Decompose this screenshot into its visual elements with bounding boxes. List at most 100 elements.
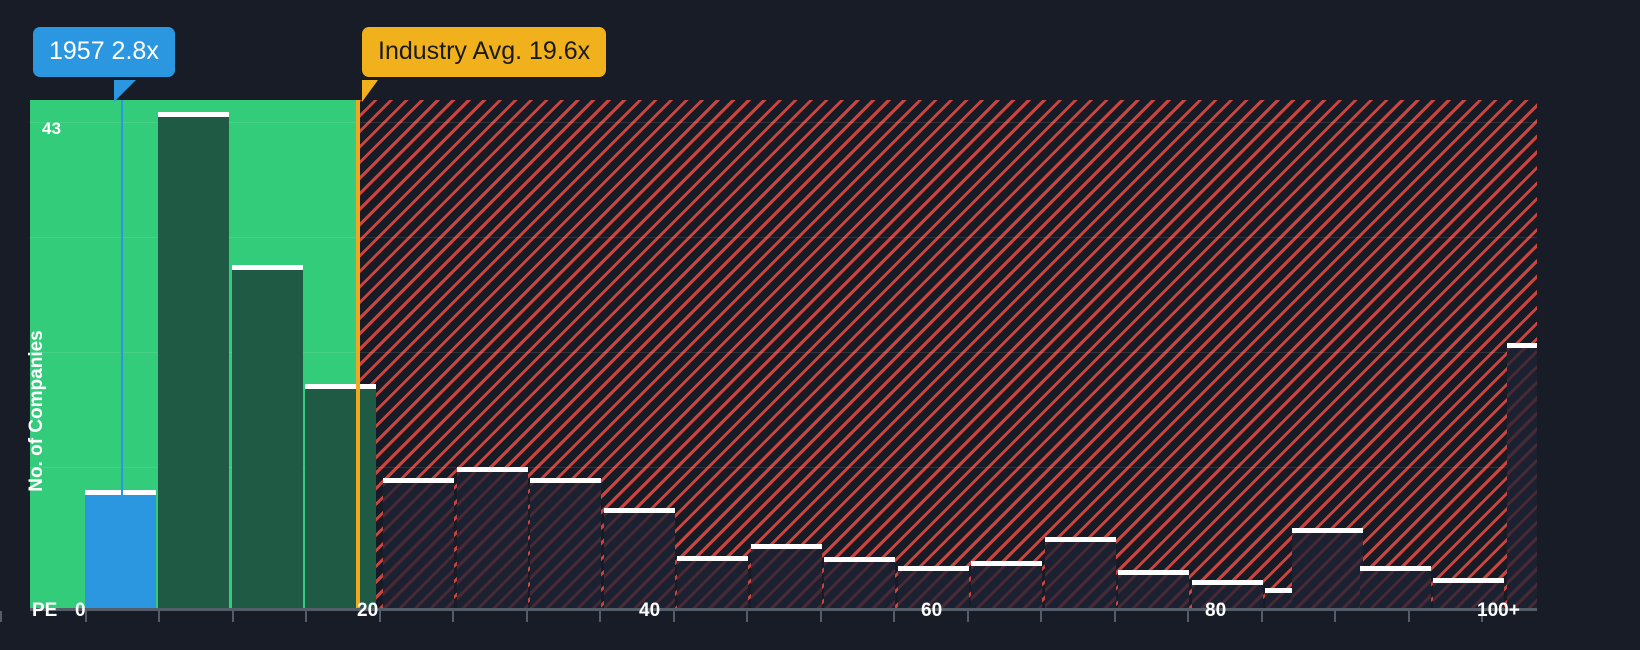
region-above-industry-average bbox=[358, 100, 1537, 608]
bar-body bbox=[971, 566, 1042, 608]
bar-cap bbox=[1433, 578, 1504, 583]
bar-90-95[interactable] bbox=[1360, 566, 1431, 608]
bar-15-20[interactable] bbox=[305, 384, 376, 608]
y-axis-title: No. of Companies bbox=[26, 330, 47, 492]
bar-cap bbox=[530, 478, 601, 483]
bar-55-60[interactable] bbox=[898, 566, 969, 608]
x-tick-30 bbox=[526, 611, 528, 622]
x-tick-45 bbox=[746, 611, 748, 622]
x-tick-label-0: 0 bbox=[75, 600, 86, 621]
x-tick-label-80: 80 bbox=[1205, 600, 1227, 621]
bar-body bbox=[1360, 571, 1431, 608]
bar-75-80[interactable] bbox=[1192, 580, 1263, 608]
x-tick-0 bbox=[85, 611, 87, 622]
x-tick-90 bbox=[1408, 611, 1410, 622]
bar-cap bbox=[85, 490, 156, 495]
x-tick-55 bbox=[893, 611, 895, 622]
bar-body bbox=[1192, 585, 1263, 608]
x-tick-20 bbox=[379, 611, 381, 622]
bar-cap bbox=[1192, 580, 1263, 585]
bar-cap bbox=[383, 478, 454, 483]
bar-85-90[interactable] bbox=[1292, 528, 1363, 608]
bar-cap bbox=[604, 508, 675, 513]
bar-cap bbox=[1118, 570, 1189, 575]
bar-cap bbox=[898, 566, 969, 571]
industry-tooltip-tail bbox=[362, 80, 378, 102]
x-tick-95 bbox=[1481, 611, 1483, 622]
bar-cap bbox=[1292, 528, 1363, 533]
x-tick-25 bbox=[452, 611, 454, 622]
gridline-30 bbox=[30, 237, 1537, 238]
bar-10-15[interactable] bbox=[232, 265, 303, 608]
x-axis-title: PE bbox=[32, 600, 58, 621]
bar-cap bbox=[1507, 343, 1537, 348]
bar-body bbox=[158, 117, 229, 608]
bar-body bbox=[1292, 533, 1363, 608]
x-axis-line bbox=[30, 608, 1537, 611]
bar-body bbox=[677, 561, 748, 608]
industry-avg-marker-line bbox=[356, 100, 360, 608]
bar-cap bbox=[232, 265, 303, 270]
x-tick-50 bbox=[820, 611, 822, 622]
bar-body bbox=[824, 562, 895, 608]
x-tick-label-40: 40 bbox=[639, 600, 661, 621]
bar-body bbox=[1045, 542, 1116, 608]
bar-20-25[interactable] bbox=[383, 478, 454, 608]
bar-body bbox=[1433, 583, 1504, 608]
bar-body bbox=[305, 389, 376, 608]
x-tick-label-60: 60 bbox=[921, 600, 943, 621]
x-tick-65 bbox=[1040, 611, 1042, 622]
x-tick-10 bbox=[0, 611, 2, 622]
bar-30-35[interactable] bbox=[530, 478, 601, 608]
plot-area bbox=[30, 100, 1537, 608]
bar-70-75[interactable] bbox=[1118, 570, 1189, 608]
bar-body bbox=[457, 472, 528, 608]
x-tick-15 bbox=[305, 611, 307, 622]
bar-body bbox=[1507, 348, 1537, 608]
bar-50-55[interactable] bbox=[824, 557, 895, 608]
bar-cap bbox=[305, 384, 376, 389]
bar-cap bbox=[751, 544, 822, 549]
bar-25-30[interactable] bbox=[457, 467, 528, 608]
bar-body bbox=[1118, 575, 1189, 608]
gridline-40 bbox=[30, 122, 1537, 123]
bar-body bbox=[604, 513, 675, 608]
bar-65-70[interactable] bbox=[1045, 537, 1116, 608]
bar-body bbox=[85, 495, 156, 608]
bar-cap bbox=[1045, 537, 1116, 542]
x-tick-70 bbox=[1114, 611, 1116, 622]
bar-95-100[interactable] bbox=[1433, 578, 1504, 608]
bar-0-5[interactable] bbox=[85, 490, 156, 608]
bar-cap bbox=[677, 556, 748, 561]
bar-45-50[interactable] bbox=[751, 544, 822, 608]
bar-40-45[interactable] bbox=[677, 556, 748, 608]
gridline-10 bbox=[30, 467, 1537, 468]
company-pe-tooltip[interactable]: 1957 2.8x bbox=[33, 27, 175, 77]
bar-100-plus[interactable] bbox=[1507, 343, 1537, 608]
x-tick-label-100: 100+ bbox=[1477, 600, 1520, 621]
bar-body bbox=[898, 571, 969, 608]
industry-average-tooltip[interactable]: Industry Avg. 19.6x bbox=[362, 27, 607, 77]
x-tick-5 bbox=[158, 611, 160, 622]
x-tick-10b bbox=[232, 611, 234, 622]
x-tick-40 bbox=[673, 611, 675, 622]
x-tick-60 bbox=[967, 611, 969, 622]
bar-5-10[interactable] bbox=[158, 112, 229, 608]
bar-35-40[interactable] bbox=[604, 508, 675, 608]
bar-body bbox=[383, 483, 454, 608]
bar-body bbox=[232, 270, 303, 608]
x-tick-75 bbox=[1187, 611, 1189, 622]
y-axis-max-value: 43 bbox=[42, 119, 62, 138]
bar-cap bbox=[1360, 566, 1431, 571]
bar-cap bbox=[824, 557, 895, 562]
gridline-20 bbox=[30, 352, 1537, 353]
bar-60-65[interactable] bbox=[971, 561, 1042, 608]
bar-cap bbox=[971, 561, 1042, 566]
company-tooltip-tail bbox=[114, 80, 136, 102]
bar-cap bbox=[158, 112, 229, 117]
bar-cap bbox=[457, 467, 528, 472]
x-tick-80 bbox=[1261, 611, 1263, 622]
x-tick-85 bbox=[1334, 611, 1336, 622]
company-pe-marker-line bbox=[121, 100, 123, 608]
